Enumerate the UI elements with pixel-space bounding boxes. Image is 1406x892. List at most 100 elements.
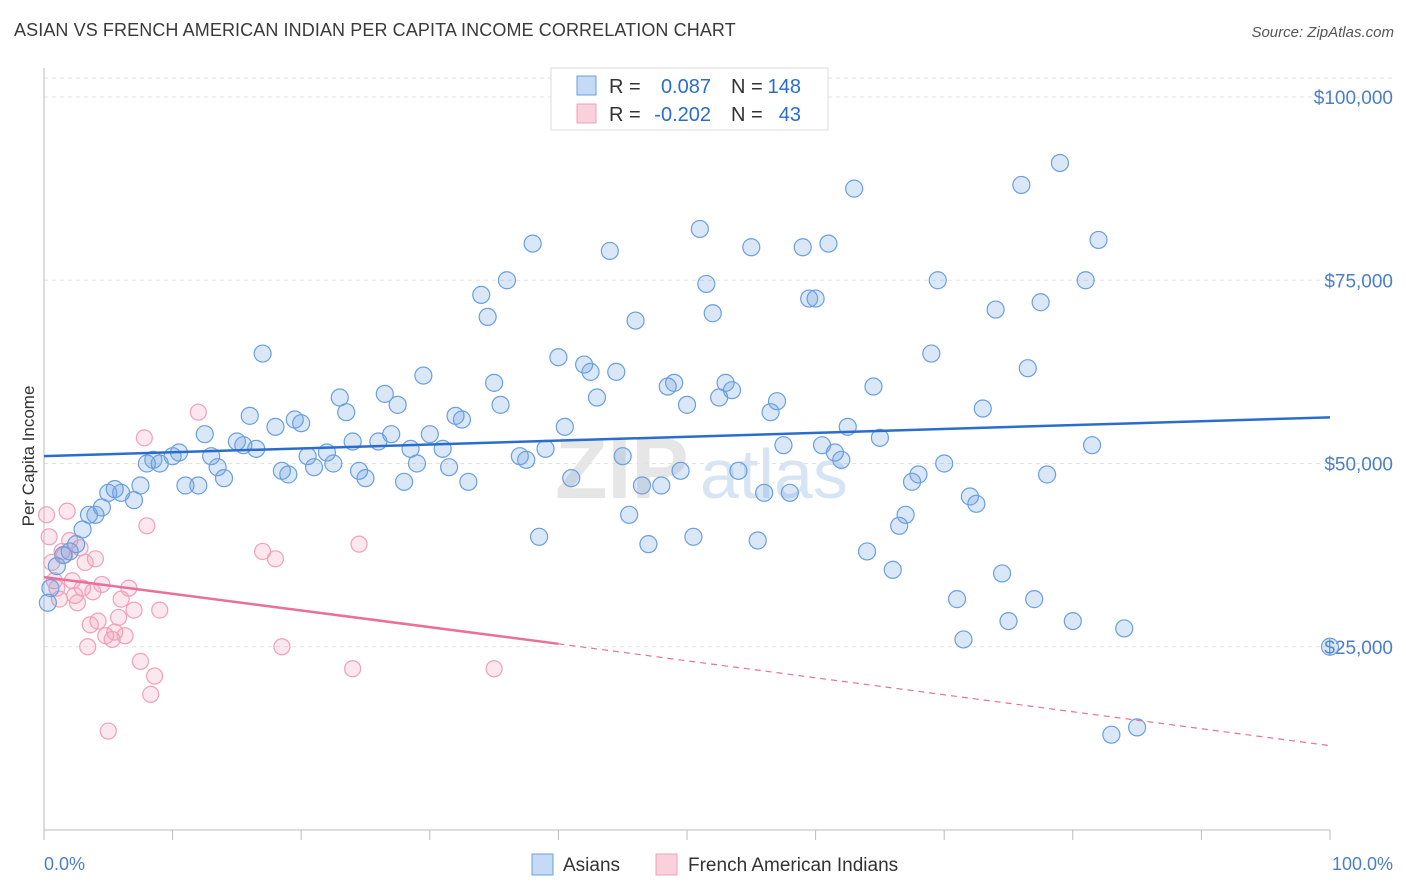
bottom-legend-label-french: French American Indians (688, 855, 898, 876)
point-asian (819, 234, 838, 253)
chart-title: ASIAN VS FRENCH AMERICAN INDIAN PER CAPI… (14, 20, 736, 40)
point-asian (909, 465, 928, 484)
y-tick-labels: $25,000 $50,000 $75,000 $100,000 (1314, 88, 1393, 659)
point-asian (992, 564, 1012, 583)
trendline-asians (43, 416, 1331, 458)
point-asian (131, 476, 150, 495)
point-asian (639, 535, 658, 554)
point-asian (208, 458, 227, 477)
point-asian (620, 505, 639, 524)
point-asian (472, 285, 491, 305)
point-asian (832, 450, 851, 469)
point-asian (581, 362, 600, 381)
point-french (58, 502, 76, 520)
point-french (138, 517, 156, 535)
point-asian (722, 381, 742, 400)
point-asian (382, 425, 401, 444)
x-tick-label-min: 0.0% (44, 854, 85, 874)
y-tick-label: $50,000 (1324, 455, 1393, 476)
point-asian (407, 454, 427, 473)
point-asian (1127, 718, 1147, 737)
bottom-legend-swatch-french (655, 853, 678, 876)
point-asian (517, 450, 536, 469)
point-asian (356, 469, 375, 488)
point-french (89, 612, 107, 630)
watermark-zip: ZIP (555, 421, 689, 517)
point-asian (947, 590, 967, 609)
point-french (48, 579, 66, 597)
point-french (485, 660, 503, 678)
legend-box (550, 67, 829, 131)
point-asian (632, 476, 652, 495)
point-asian (478, 307, 497, 326)
legend-n-label-asians: N = (731, 76, 763, 98)
point-french (37, 506, 56, 524)
point-asian (883, 560, 902, 579)
point-asian (928, 271, 947, 290)
point-asian (304, 458, 324, 477)
point-asian (491, 395, 510, 414)
point-french (86, 550, 105, 568)
point-french (109, 608, 128, 627)
point-asian (420, 425, 439, 444)
y-tick-label: $75,000 (1324, 271, 1393, 292)
point-asian (780, 483, 799, 502)
point-asian (439, 458, 459, 477)
point-asian (954, 630, 973, 649)
series-french-american-indians (37, 403, 503, 740)
point-french (40, 528, 58, 546)
point-french (135, 429, 153, 447)
point-french (350, 535, 368, 553)
legend-r-value-french: -0.202 (654, 104, 711, 126)
point-asian (767, 392, 787, 411)
watermark-atlas: atlas (700, 435, 848, 513)
point-asian (896, 505, 915, 524)
point-asian (189, 476, 208, 495)
point-asian (761, 403, 780, 422)
point-asian (414, 366, 433, 385)
point-french (145, 667, 164, 685)
point-asian (375, 384, 394, 403)
point-asian (1076, 271, 1095, 290)
point-asian (555, 417, 574, 436)
point-asian (967, 494, 986, 513)
point-asian (530, 527, 549, 546)
point-asian (600, 241, 619, 261)
point-asian (549, 348, 568, 367)
point-asian (214, 469, 234, 488)
point-french (273, 638, 291, 656)
y-axis-label: Per Capita Income (19, 386, 38, 527)
point-asian (1102, 725, 1121, 744)
point-french (254, 542, 272, 561)
point-asian (349, 461, 369, 480)
point-asian (890, 516, 909, 535)
point-asian (485, 373, 504, 392)
point-asian (1063, 611, 1082, 631)
point-asian (60, 542, 79, 561)
point-asian (973, 399, 992, 418)
point-asian (1320, 637, 1340, 656)
point-asian (536, 439, 555, 458)
bottom-legend-swatch-asians (531, 853, 554, 876)
point-asian (864, 377, 883, 396)
point-asian (748, 531, 767, 550)
point-asian (677, 395, 697, 414)
point-asian (1089, 230, 1108, 250)
point-french (79, 638, 97, 656)
point-asian (613, 447, 632, 466)
point-french (131, 652, 150, 671)
point-french (76, 553, 94, 572)
x-ticks (43, 830, 1331, 840)
point-french (116, 627, 134, 645)
point-asian (497, 271, 517, 290)
point-asian (176, 476, 195, 495)
point-asian (292, 414, 311, 433)
point-asian (240, 406, 259, 425)
point-asian (575, 355, 594, 374)
point-asian (703, 304, 722, 323)
point-french (125, 601, 143, 619)
point-asian (626, 311, 645, 330)
point-asian (684, 527, 703, 546)
point-asian (452, 410, 472, 429)
point-asian (47, 557, 66, 576)
